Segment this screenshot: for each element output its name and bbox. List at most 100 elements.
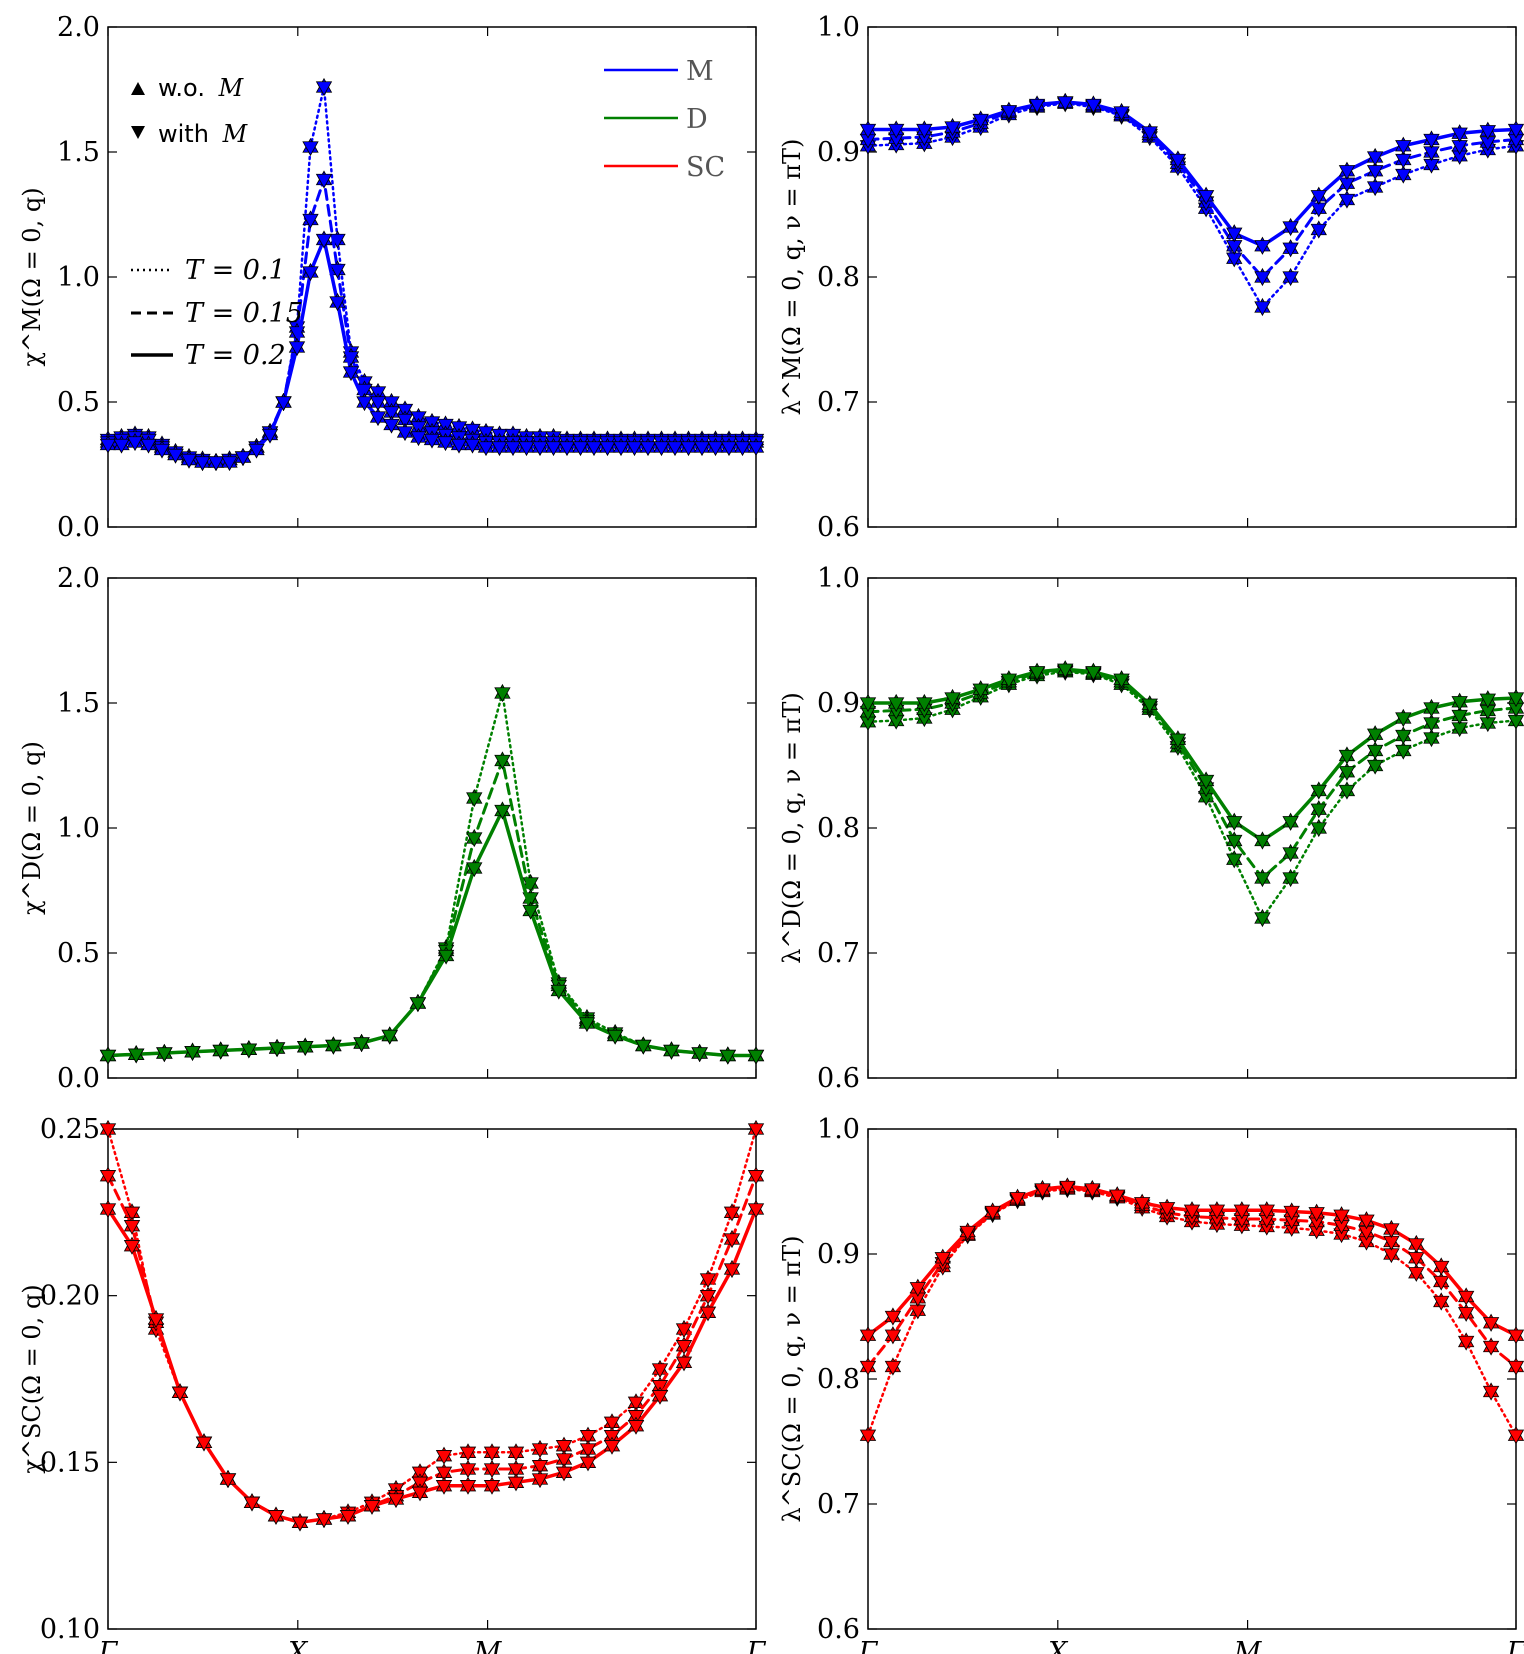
data-point-down [531, 1443, 549, 1459]
data-point-down [167, 448, 184, 464]
y-tick-label: 0.6 [817, 1063, 860, 1094]
series-line-dotted [106, 1127, 758, 1524]
data-point-down [699, 1290, 717, 1305]
data-point-down [437, 949, 455, 965]
data-point-down [887, 697, 905, 713]
data-point-down [1308, 1207, 1325, 1222]
data-point-down [653, 441, 670, 457]
data-point-down [555, 1440, 573, 1455]
data-point-down [680, 441, 697, 457]
data-point-down [1310, 803, 1327, 819]
data-point-down [545, 441, 562, 457]
data-point-down [466, 792, 483, 808]
data-point-down [207, 456, 225, 472]
data-point-down [410, 431, 427, 447]
data-point-down [1009, 1192, 1026, 1207]
data-point-down [1109, 1189, 1126, 1205]
data-point-down [123, 1220, 141, 1235]
data-point-down [195, 1436, 213, 1452]
data-point-down [1085, 98, 1102, 114]
data-point-down [1226, 853, 1243, 869]
series-line-solid [106, 1207, 758, 1525]
data-point-down [477, 441, 495, 457]
data-point-down [944, 692, 961, 708]
data-point-down [1451, 696, 1468, 711]
triangle-down-icon [131, 126, 145, 139]
data-point-down [494, 687, 511, 703]
y-tick-label: 0.6 [817, 512, 860, 543]
data-point-down [944, 121, 961, 137]
data-point-down [627, 1420, 645, 1435]
plot-frame [867, 26, 1517, 528]
data-point-down [1423, 702, 1440, 718]
data-point-down [315, 1513, 333, 1529]
y-axis-label: λ^SC(Ω = 0, q, ν = πT) [778, 1235, 806, 1522]
panel-lamM: 0.6 0.7 0.8 0.9 1.0 λ^M(Ω = 0, q, ν = πT) [778, 12, 1524, 543]
data-point-down [1395, 744, 1412, 760]
y-tick-label: 0.20 [40, 1281, 100, 1312]
data-point-down [411, 1486, 429, 1502]
series-line-solid [106, 808, 758, 1058]
data-point-down [1408, 1238, 1425, 1254]
data-point-down [99, 1049, 117, 1065]
data-point-down [1141, 698, 1158, 714]
data-point-down [747, 1170, 765, 1185]
plot-frame [107, 1128, 757, 1630]
data-point-down [884, 1329, 902, 1345]
x-tick-label: X [286, 1637, 309, 1654]
data-point-down [423, 433, 441, 449]
data-point-down [1338, 165, 1356, 180]
data-point-down [626, 441, 643, 457]
data-point-down [1395, 140, 1412, 155]
y-tick-label: 0.6 [817, 1614, 860, 1645]
data-point-down [1000, 673, 1018, 689]
x-tick-label: M [1233, 1637, 1263, 1654]
y-tick-label: 0.9 [817, 137, 860, 168]
data-point-down [219, 1473, 237, 1489]
legend-linestyle-label-2: T = 0.15 [185, 298, 303, 329]
data-point-down [663, 1044, 680, 1060]
data-point-down [522, 904, 539, 920]
data-point-down [291, 1516, 309, 1532]
series-line-dashed [106, 759, 758, 1057]
data-point-down [972, 113, 989, 129]
data-point-down [1423, 732, 1440, 748]
data-point-down [1507, 1329, 1524, 1345]
data-point-down [248, 443, 265, 459]
data-point-down [240, 1043, 258, 1059]
data-point-down [212, 1044, 229, 1060]
data-point-down [1433, 1295, 1450, 1311]
data-point-down [1310, 822, 1327, 838]
data-point-down [1226, 816, 1243, 831]
data-point-down [859, 1329, 877, 1345]
legend-linestyle-label-1: T = 0.1 [185, 255, 286, 286]
data-point-down [1507, 1360, 1524, 1376]
data-point-down [723, 1263, 741, 1279]
data-point-down [723, 1233, 741, 1249]
data-point-down [1395, 712, 1412, 728]
data-point-down [959, 1225, 976, 1241]
data-point-down [383, 418, 400, 434]
data-point-down [1034, 1183, 1051, 1199]
data-point-down [507, 1476, 525, 1492]
y-tick-label: 2.0 [57, 563, 100, 594]
x-tick-label: X [1046, 1637, 1069, 1654]
data-point-down [464, 438, 481, 454]
data-point-down [1507, 123, 1524, 139]
data-point-down [518, 441, 535, 457]
data-point-down [666, 441, 684, 457]
data-point-down [267, 1510, 285, 1525]
y-tick-label: 0.8 [817, 262, 860, 293]
data-point-down [466, 832, 483, 848]
data-point-down [1057, 96, 1074, 112]
y-axis-label: λ^D(Ω = 0, q, ν = πT) [778, 692, 806, 963]
data-point-down [1457, 1307, 1475, 1322]
series-line-solid [866, 100, 1518, 248]
data-point-down [1282, 271, 1299, 287]
data-point-down [1338, 784, 1356, 800]
data-point-down [126, 436, 144, 452]
panel-chiSC: 0.10 0.15 0.20 0.25 Γ X M Γχ^SC(Ω = 0, q) [18, 1114, 767, 1654]
data-point-down [1338, 749, 1356, 765]
data-point-down [396, 413, 414, 429]
